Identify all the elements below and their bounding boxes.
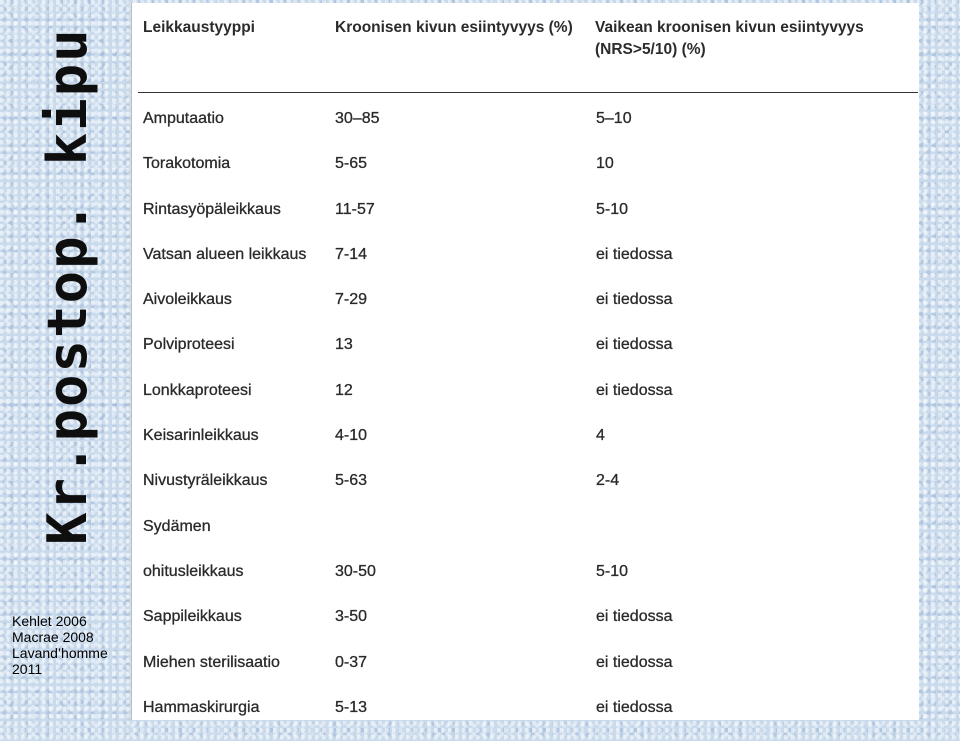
reference-line: 2011 [12, 661, 43, 677]
surgery-type-cell: Hammaskirurgia [143, 698, 260, 716]
chronic-pain-cell: 4-10 [335, 427, 368, 445]
table-row: Rintasyöpäleikkaus 11-57 5-10 [132, 198, 919, 243]
severe-pain-cell: ei tiedossa [596, 608, 673, 626]
chronic-pain-cell: 3-50 [335, 608, 368, 626]
header-chronic-pain-incidence: Kroonisen kivun esiintyvyys (%) [335, 19, 573, 36]
surgery-type-cell: Keisarinleikkaus [143, 427, 259, 445]
chronic-pain-cell: 30-50 [335, 562, 376, 580]
table-row: Nivustyräleikkaus 5-63 2-4 [132, 469, 919, 514]
table-row: Torakotomia 5-65 10 [132, 152, 919, 197]
severe-pain-cell: 4 [596, 427, 605, 445]
reference-line: Macrae 2008 [12, 629, 94, 645]
table-body: Amputaatio 30–85 5–10 Torakotomia 5-65 1… [132, 107, 919, 741]
surgery-type-cell: Amputaatio [143, 110, 224, 127]
table-row: Keisarinleikkaus 4-10 4 [132, 424, 919, 469]
severe-pain-cell: ei tiedossa [596, 336, 673, 354]
surgery-type-cell: Rintasyöpäleikkaus [143, 200, 281, 218]
slide-title: Kr.postop. kipu [36, 27, 99, 545]
surgery-type-cell: Nivustyräleikkaus [143, 472, 268, 490]
severe-pain-cell: ei tiedossa [596, 653, 673, 671]
chronic-pain-cell: 5-63 [335, 472, 368, 490]
table-panel: Leikkaustyyppi Kroonisen kivun esiintyvy… [131, 3, 919, 720]
table-row: Hammaskirurgia 5-13 ei tiedossa [132, 696, 919, 741]
chronic-pain-cell: 7-14 [335, 245, 368, 263]
surgery-type-cell: Miehen sterilisaatio [143, 653, 280, 671]
reference-line: Kehlet 2006 [12, 613, 87, 629]
table-row: Polviproteesi 13 ei tiedossa [132, 333, 919, 378]
surgery-type-cell: Sydämen [143, 517, 211, 535]
severe-pain-cell: 5–10 [596, 110, 632, 127]
surgery-type-cell: Vatsan alueen leikkaus [143, 245, 307, 263]
severe-pain-cell: 2-4 [596, 472, 620, 490]
table-row: ohitusleikkaus 30-50 5-10 [132, 560, 919, 605]
table-row: Amputaatio 30–85 5–10 [132, 107, 919, 152]
chronic-pain-cell: 13 [335, 336, 353, 354]
severe-pain-cell: ei tiedossa [596, 245, 673, 263]
surgery-type-cell: Lonkkaproteesi [143, 381, 252, 399]
header-surgery-type: Leikkaustyyppi [143, 19, 255, 36]
severe-pain-cell: 5-10 [596, 200, 629, 218]
table-row: Sydämen [132, 515, 919, 560]
references: Kehlet 2006 Macrae 2008 Lavand’homme 201… [12, 613, 132, 677]
table-row: Lonkkaproteesi 12 ei tiedossa [132, 379, 919, 424]
header-severe-chronic-pain-incidence: Vaikean kroonisen kivun esiintyvyys (NRS… [595, 19, 864, 58]
severe-pain-cell: ei tiedossa [596, 381, 673, 399]
chronic-pain-cell: 30–85 [335, 110, 380, 127]
surgery-type-cell: Sappileikkaus [143, 608, 242, 626]
surgery-type-cell: Aivoleikkaus [143, 291, 232, 309]
severe-pain-cell: 10 [596, 155, 614, 173]
chronic-pain-cell: 12 [335, 381, 353, 399]
surgery-type-cell: Torakotomia [143, 155, 231, 173]
table-row: Sappileikkaus 3-50 ei tiedossa [132, 605, 919, 650]
surgery-type-cell: Polviproteesi [143, 336, 235, 354]
severe-pain-cell: 5-10 [596, 562, 629, 580]
table-row: Vatsan alueen leikkaus 7-14 ei tiedossa [132, 243, 919, 288]
header-divider [138, 92, 918, 93]
severe-pain-cell: ei tiedossa [596, 291, 673, 309]
chronic-pain-cell: 11-57 [335, 200, 375, 218]
surgery-type-cell: ohitusleikkaus [143, 562, 244, 580]
chronic-pain-cell: 0-37 [335, 653, 368, 671]
reference-line: Lavand’homme [12, 645, 108, 661]
table-row: Miehen sterilisaatio 0-37 ei tiedossa [132, 651, 919, 696]
table-header: Leikkaustyyppi Kroonisen kivun esiintyvy… [132, 11, 919, 95]
severe-pain-cell: ei tiedossa [596, 698, 673, 716]
chronic-pain-cell: 7-29 [335, 291, 368, 309]
chronic-pain-cell: 5-65 [335, 155, 368, 173]
chronic-pain-cell: 5-13 [335, 698, 368, 716]
table-row: Aivoleikkaus 7-29 ei tiedossa [132, 288, 919, 333]
